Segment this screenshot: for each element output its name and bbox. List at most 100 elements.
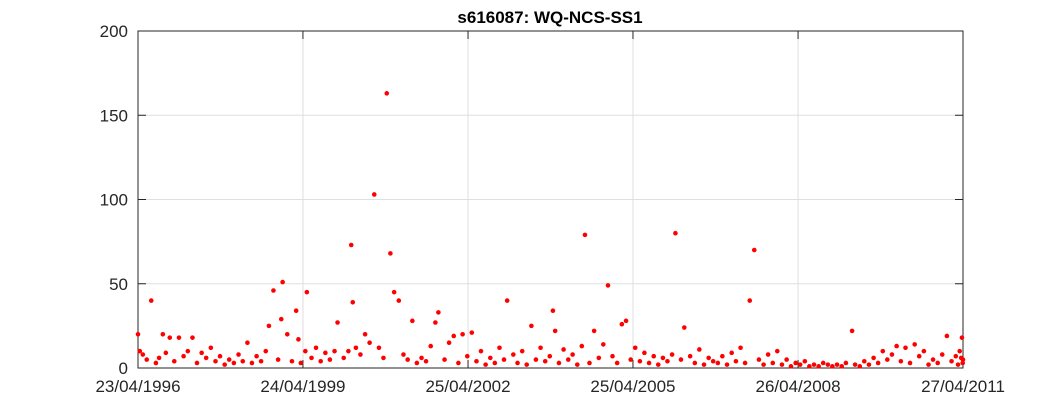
x-tick-label: 25/04/2005 [590, 377, 675, 396]
data-point [240, 358, 246, 364]
data-point [706, 355, 711, 361]
data-point [217, 353, 223, 359]
data-point [852, 362, 858, 367]
data-point [504, 298, 510, 303]
data-point [199, 350, 204, 356]
data-point [284, 332, 290, 337]
data-point [889, 352, 895, 357]
data-point [176, 335, 182, 340]
data-point [556, 360, 562, 366]
data-point [697, 347, 702, 352]
data-point [203, 355, 209, 361]
data-point [596, 355, 602, 361]
data-point [574, 362, 580, 367]
data-point [318, 358, 323, 364]
data-point [433, 320, 438, 325]
data-point [381, 355, 386, 361]
data-point [619, 321, 625, 327]
data-point [266, 323, 272, 329]
data-point [492, 360, 498, 366]
data-point [358, 352, 363, 357]
data-point [327, 357, 333, 362]
data-point [271, 288, 276, 293]
data-point [894, 343, 899, 349]
data-point [547, 353, 553, 359]
data-point [236, 352, 241, 357]
data-point [871, 355, 876, 361]
x-tick-label: 26/04/2008 [756, 377, 841, 396]
data-point [144, 357, 150, 362]
data-point [436, 310, 441, 315]
data-point [935, 360, 941, 366]
data-point [533, 357, 539, 362]
data-point [538, 345, 543, 351]
data-point [921, 348, 927, 354]
data-point [519, 348, 525, 354]
data-point [550, 308, 556, 314]
data-point [784, 357, 789, 362]
data-point [376, 345, 382, 351]
data-point [903, 345, 908, 351]
data-point [208, 345, 214, 351]
data-point [930, 357, 936, 362]
data-point [761, 362, 766, 367]
data-point [880, 348, 886, 354]
data-point [591, 328, 597, 334]
data-point [309, 355, 314, 361]
data-point [710, 358, 716, 364]
data-point [907, 360, 913, 366]
data-point [916, 353, 922, 359]
data-point [254, 353, 259, 359]
data-point [944, 333, 950, 339]
data-point [953, 353, 959, 359]
data-point [303, 348, 308, 354]
data-point [655, 362, 661, 367]
data-point [367, 340, 372, 346]
grid-lines [138, 31, 963, 368]
data-point [960, 357, 966, 362]
data-point [213, 358, 218, 364]
data-point [171, 358, 177, 364]
data-point [632, 345, 638, 351]
chart-title: s616087: WQ-NCS-SS1 [457, 8, 642, 27]
data-point [469, 330, 475, 335]
data-point [278, 316, 284, 322]
data-point [181, 353, 186, 359]
data-point [802, 358, 808, 364]
y-tick-label: 50 [109, 275, 128, 294]
data-point [289, 358, 295, 364]
data-point [341, 355, 347, 361]
data-point [742, 360, 748, 366]
data-point [258, 358, 264, 364]
data-point [296, 337, 301, 342]
data-point [651, 353, 657, 359]
data-point [153, 360, 159, 366]
x-tick-label: 27/04/2011 [921, 377, 1005, 396]
data-point [135, 332, 141, 337]
data-point [483, 362, 488, 367]
data-point [194, 360, 200, 366]
data-point [497, 345, 502, 351]
data-point [673, 230, 678, 236]
data-point [807, 364, 812, 369]
data-point [623, 318, 629, 324]
data-point [249, 360, 255, 366]
data-point [451, 333, 457, 339]
data-point [820, 360, 826, 366]
data-point [414, 360, 420, 366]
data-point [362, 332, 368, 337]
x-tick-label: 23/04/1996 [95, 377, 180, 396]
data-point [524, 362, 530, 367]
data-point [148, 298, 154, 303]
data-point [692, 360, 698, 366]
y-tick-label: 100 [100, 191, 128, 210]
data-point [280, 279, 285, 285]
data-point [353, 345, 359, 351]
data-point [419, 355, 424, 361]
data-point [765, 352, 771, 357]
data-point [137, 348, 143, 354]
data-point [816, 364, 821, 369]
data-point [350, 299, 356, 305]
data-point [226, 357, 232, 362]
